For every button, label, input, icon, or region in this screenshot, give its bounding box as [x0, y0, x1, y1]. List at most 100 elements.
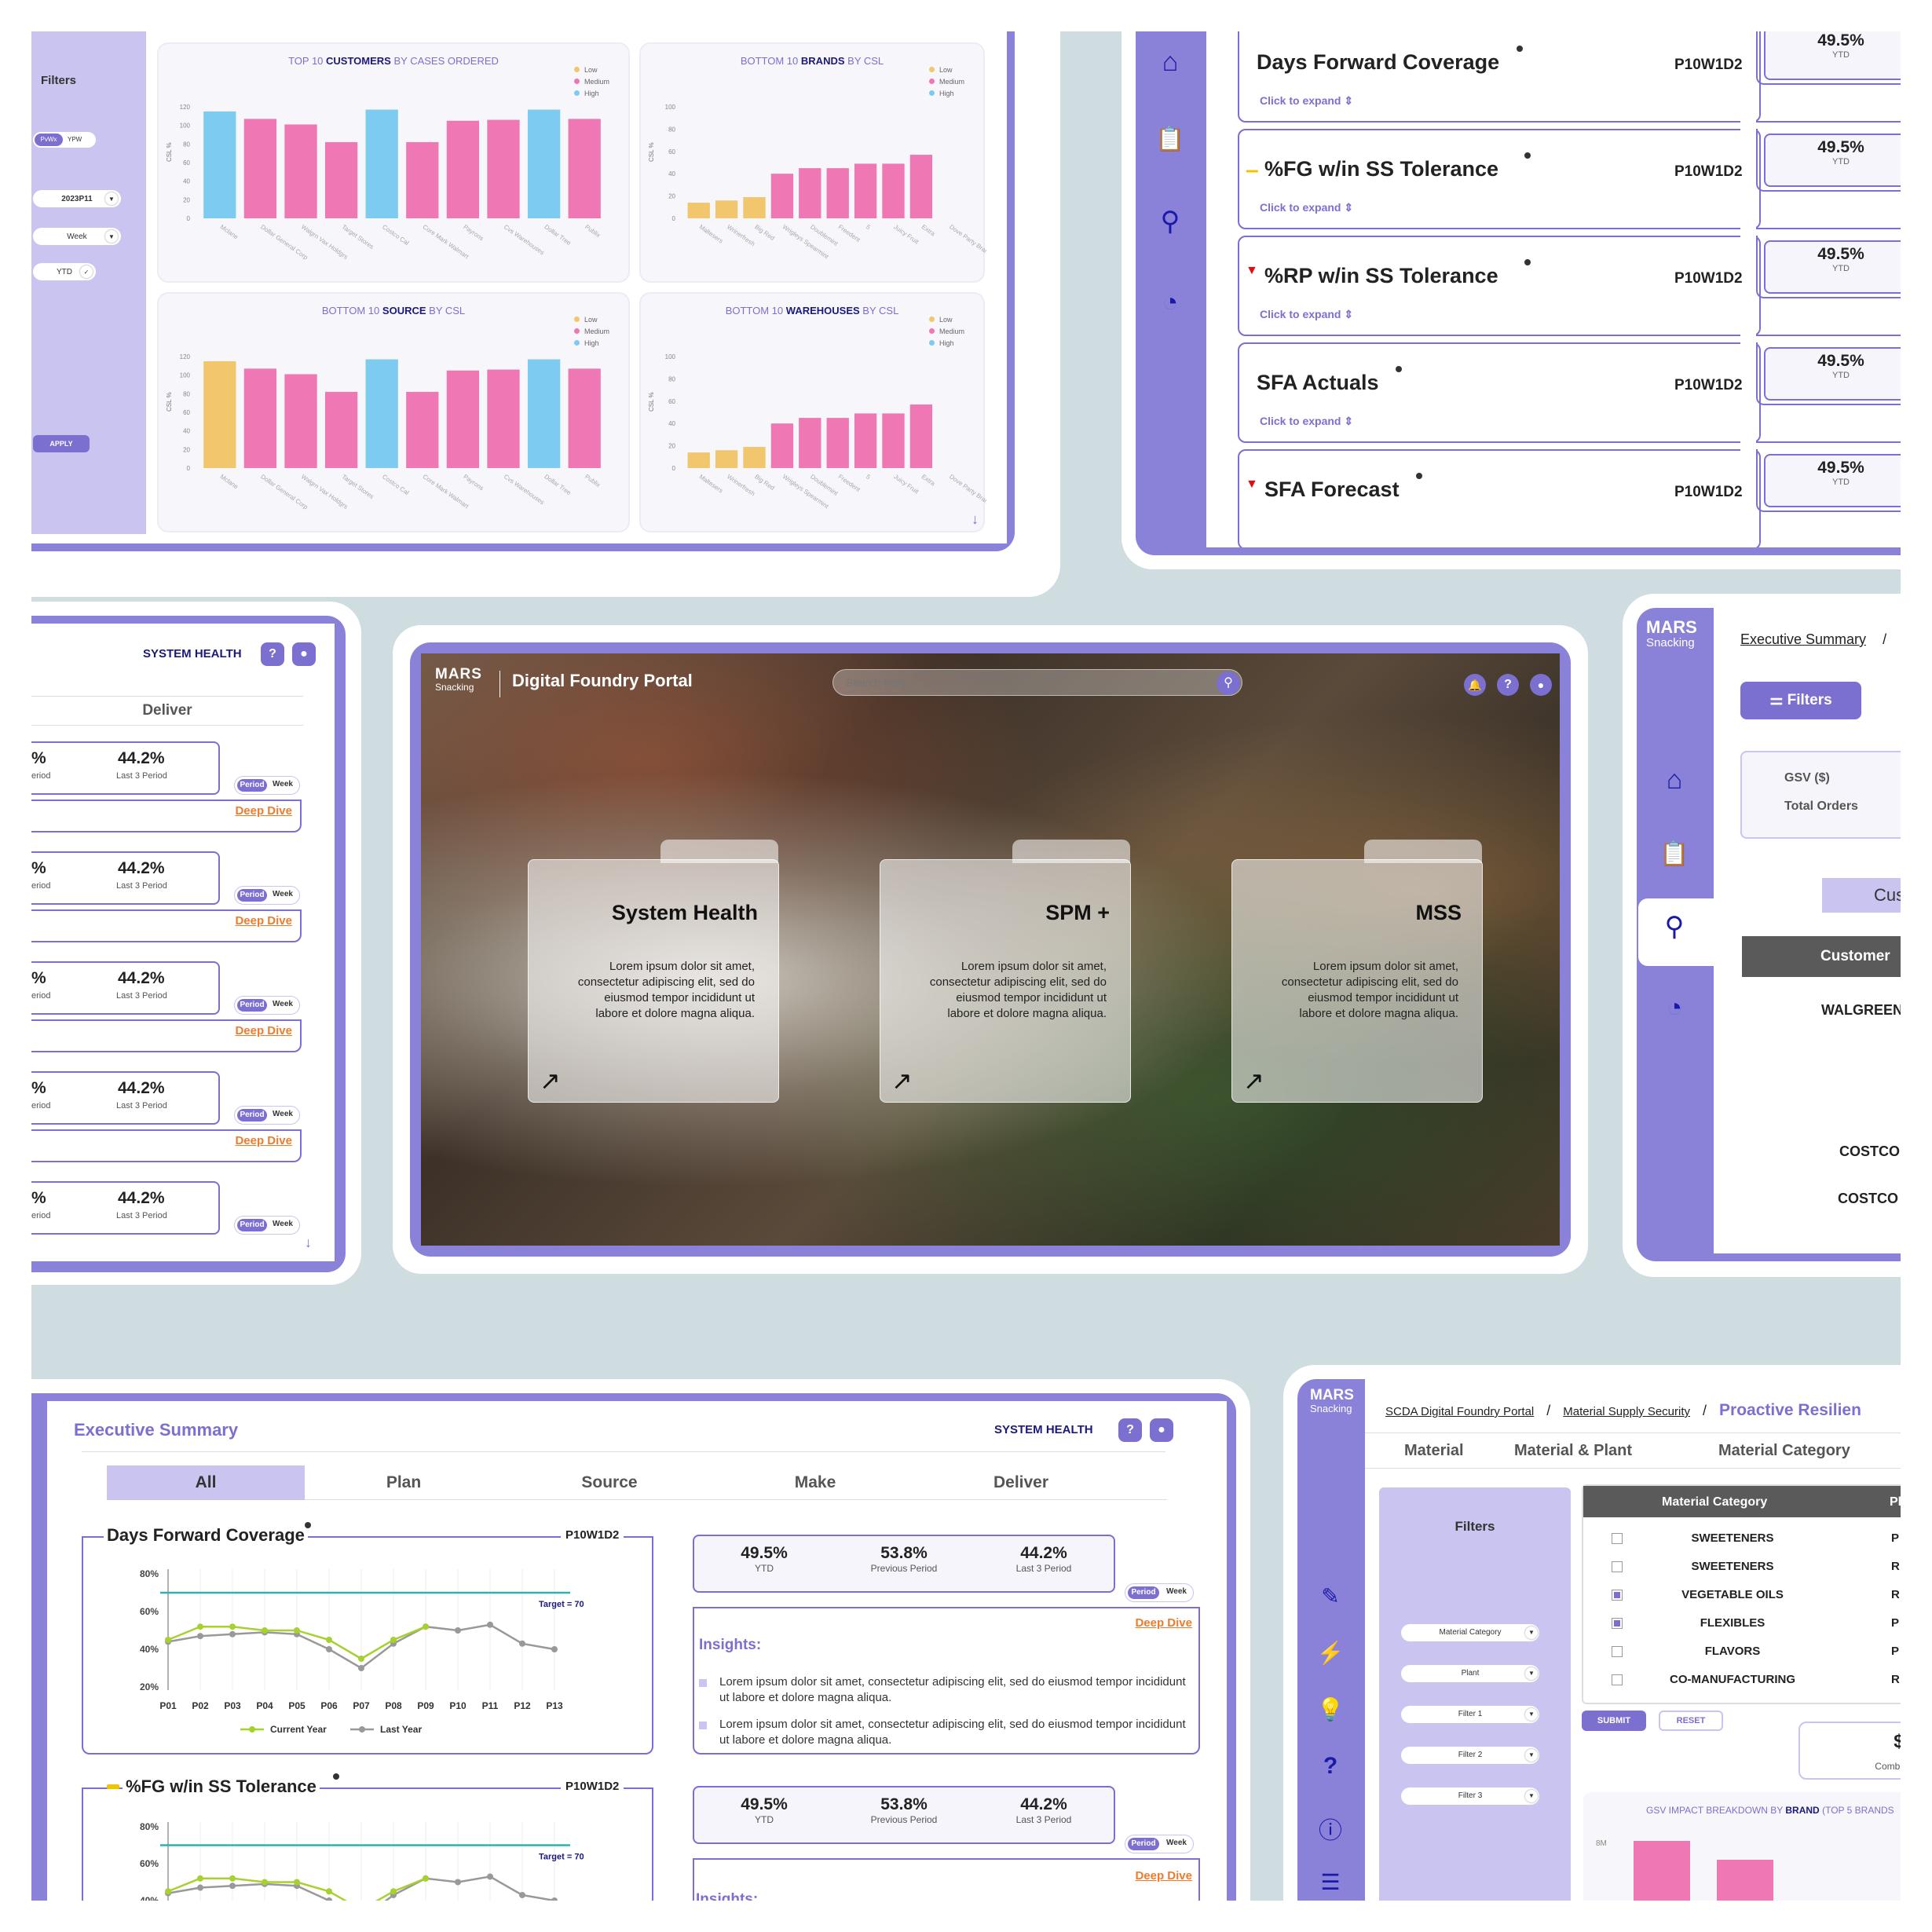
- checkbox[interactable]: [1612, 1561, 1623, 1572]
- search-bar[interactable]: ⚲: [832, 669, 1242, 696]
- arrow-down-icon[interactable]: ↓: [305, 1235, 312, 1250]
- home-icon[interactable]: ⌂: [1162, 47, 1179, 77]
- edit-icon[interactable]: ✎: [1321, 1584, 1340, 1608]
- deep-dive-link[interactable]: Deep Dive: [235, 1024, 292, 1037]
- help-button[interactable]: ?: [1497, 674, 1519, 696]
- granularity-toggle[interactable]: PvWx YPW: [33, 132, 96, 148]
- breadcrumb-link[interactable]: SCDA Digital Foundry Portal: [1385, 1405, 1535, 1418]
- arrow-down-icon[interactable]: ↓: [971, 511, 979, 527]
- lightning-icon[interactable]: ⚡: [1316, 1641, 1345, 1665]
- filter-select[interactable]: Filter 2 ▼: [1401, 1747, 1539, 1764]
- toggle-week[interactable]: Week: [1166, 1839, 1187, 1847]
- system-health-link[interactable]: SYSTEM HEALTH: [994, 1423, 1093, 1436]
- submit-button[interactable]: SUBMIT: [1582, 1711, 1646, 1731]
- expand-link[interactable]: Click to expand ⇕: [1260, 415, 1353, 428]
- tab-all[interactable]: All: [107, 1465, 305, 1500]
- toggle-period[interactable]: Period: [1128, 1586, 1159, 1599]
- clipboard-icon[interactable]: 📋: [1659, 841, 1689, 867]
- breadcrumb-link[interactable]: Executive Summary: [1740, 631, 1867, 647]
- toggle-week[interactable]: Week: [273, 780, 293, 789]
- home-icon[interactable]: ⌂: [1666, 765, 1683, 795]
- period-select[interactable]: 2023P11 ▼: [33, 190, 121, 207]
- kpi-row[interactable]: ▼ %RP w/in SS Tolerance Click to expand ⇕ P…: [1238, 236, 1901, 336]
- toggle-period[interactable]: Period: [237, 1219, 267, 1231]
- checkbox[interactable]: [1612, 1646, 1623, 1657]
- card-spm[interactable]: SPM + Lorem ipsum dolor sit amet, consec…: [880, 840, 1131, 1103]
- help-button[interactable]: ?: [1118, 1418, 1142, 1442]
- user-icon[interactable]: ●: [1150, 1418, 1173, 1442]
- period-week-toggle[interactable]: Period Week: [234, 1106, 300, 1125]
- search-input[interactable]: [846, 675, 1191, 690]
- table-row[interactable]: CO-MANUFACTURING R: [1583, 1670, 1901, 1693]
- kpi-row[interactable]: Days Forward Coverage Click to expand ⇕ P1…: [1238, 31, 1901, 123]
- toggle-week[interactable]: Week: [1166, 1587, 1187, 1596]
- deep-dive-link[interactable]: Deep Dive: [235, 1134, 292, 1147]
- list-chart-icon[interactable]: ☰: [1320, 1870, 1341, 1894]
- table-row[interactable]: COSTCO NW REG: [1839, 1143, 1901, 1159]
- pie-chart-icon[interactable]: ◔: [1162, 287, 1179, 317]
- lightbulb-icon[interactable]: 💡: [1316, 1697, 1345, 1722]
- clipboard-icon[interactable]: 📋: [1155, 126, 1185, 152]
- checkbox-checked[interactable]: [1612, 1590, 1623, 1601]
- system-health-link[interactable]: SYSTEM HEALTH: [143, 647, 242, 660]
- table-row[interactable]: FLEXIBLES P: [1583, 1613, 1901, 1637]
- deep-dive-link[interactable]: Deep Dive: [235, 914, 292, 928]
- checkbox[interactable]: [1612, 1674, 1623, 1685]
- tab-2[interactable]: Material Category: [1718, 1442, 1850, 1459]
- user-icon[interactable]: ●: [1530, 674, 1552, 696]
- toggle-week[interactable]: Week: [273, 1110, 293, 1118]
- help-button[interactable]: ?: [261, 642, 284, 666]
- arrow-up-right-icon[interactable]: ↗: [891, 1067, 913, 1095]
- toggle-period[interactable]: Period: [237, 1109, 267, 1122]
- table-row[interactable]: WALGREEN DRUG S: [1820, 1002, 1901, 1018]
- card-mss[interactable]: MSS Lorem ipsum dolor sit amet, consecte…: [1231, 840, 1483, 1103]
- period-week-toggle[interactable]: Period Week: [234, 776, 300, 795]
- deep-dive-link[interactable]: Deep Dive: [235, 804, 292, 818]
- period-week-toggle[interactable]: Period Week: [234, 1216, 300, 1235]
- toggle-week[interactable]: Week: [273, 1000, 293, 1008]
- filter-select[interactable]: Filter 1 ▼: [1401, 1706, 1539, 1723]
- checkbox-checked[interactable]: [1612, 1618, 1623, 1629]
- info-icon[interactable]: ⓘ: [1319, 1818, 1342, 1844]
- table-row[interactable]: SWEETENERS P: [1583, 1528, 1901, 1552]
- filter-select[interactable]: Material Category ▼: [1401, 1624, 1539, 1641]
- apply-button[interactable]: APPLY: [33, 435, 90, 452]
- table-row[interactable]: SWEETENERS R: [1583, 1557, 1901, 1580]
- deep-dive-link[interactable]: Deep Dive: [1135, 1616, 1192, 1630]
- period-week-toggle[interactable]: Period Week: [1125, 1583, 1194, 1602]
- search-chart-icon[interactable]: ⚲: [1160, 207, 1180, 236]
- period-week-toggle[interactable]: Period Week: [1125, 1835, 1194, 1853]
- toggle-ypw[interactable]: YPW: [68, 136, 82, 143]
- expand-link[interactable]: Click to expand ⇕: [1260, 308, 1353, 321]
- arrow-up-right-icon[interactable]: ↗: [540, 1067, 561, 1095]
- filter-select[interactable]: Filter 3 ▼: [1401, 1787, 1539, 1805]
- table-row[interactable]: FLAVORS P: [1583, 1641, 1901, 1665]
- expand-link[interactable]: Click to expand ⇕: [1260, 201, 1353, 214]
- deep-dive-link[interactable]: Deep Dive: [1135, 1869, 1192, 1883]
- filter-select[interactable]: Plant ▼: [1401, 1665, 1539, 1682]
- toggle-week[interactable]: Week: [273, 890, 293, 898]
- tab-deliver[interactable]: Deliver: [31, 696, 303, 726]
- bell-icon[interactable]: 🔔: [1464, 674, 1486, 696]
- reset-button[interactable]: RESET: [1659, 1711, 1723, 1731]
- tab-0[interactable]: Material: [1404, 1442, 1464, 1459]
- period-week-toggle[interactable]: Period Week: [234, 996, 300, 1015]
- toggle-pvwx[interactable]: PvWx: [35, 134, 63, 146]
- table-row[interactable]: VEGETABLE OILS R: [1583, 1585, 1901, 1608]
- breadcrumb-link[interactable]: Material Supply Security: [1563, 1405, 1690, 1418]
- card-system-health[interactable]: System Health Lorem ipsum dolor sit amet…: [528, 840, 779, 1103]
- ytd-select[interactable]: YTD ✓: [33, 263, 96, 280]
- arrow-up-right-icon[interactable]: ↗: [1243, 1067, 1264, 1095]
- kpi-row[interactable]: ▼ SFA Forecast P10W1D2 49.5% YTD: [1238, 449, 1901, 547]
- tab-source[interactable]: Source: [581, 1473, 638, 1491]
- pie-chart-icon[interactable]: ◔: [1666, 993, 1683, 1023]
- checkbox[interactable]: [1612, 1533, 1623, 1544]
- toggle-period[interactable]: Period: [237, 779, 267, 792]
- search-chart-icon[interactable]: ⚲: [1664, 912, 1685, 942]
- kpi-row[interactable]: – %FG w/in SS Tolerance Click to expand ⇕ P…: [1238, 129, 1901, 229]
- toggle-period[interactable]: Period: [237, 999, 267, 1012]
- tab-plan[interactable]: Plan: [386, 1473, 422, 1491]
- toggle-period[interactable]: Period: [1128, 1838, 1159, 1850]
- expand-link[interactable]: Click to expand ⇕: [1260, 94, 1353, 108]
- user-icon[interactable]: ●: [292, 642, 316, 666]
